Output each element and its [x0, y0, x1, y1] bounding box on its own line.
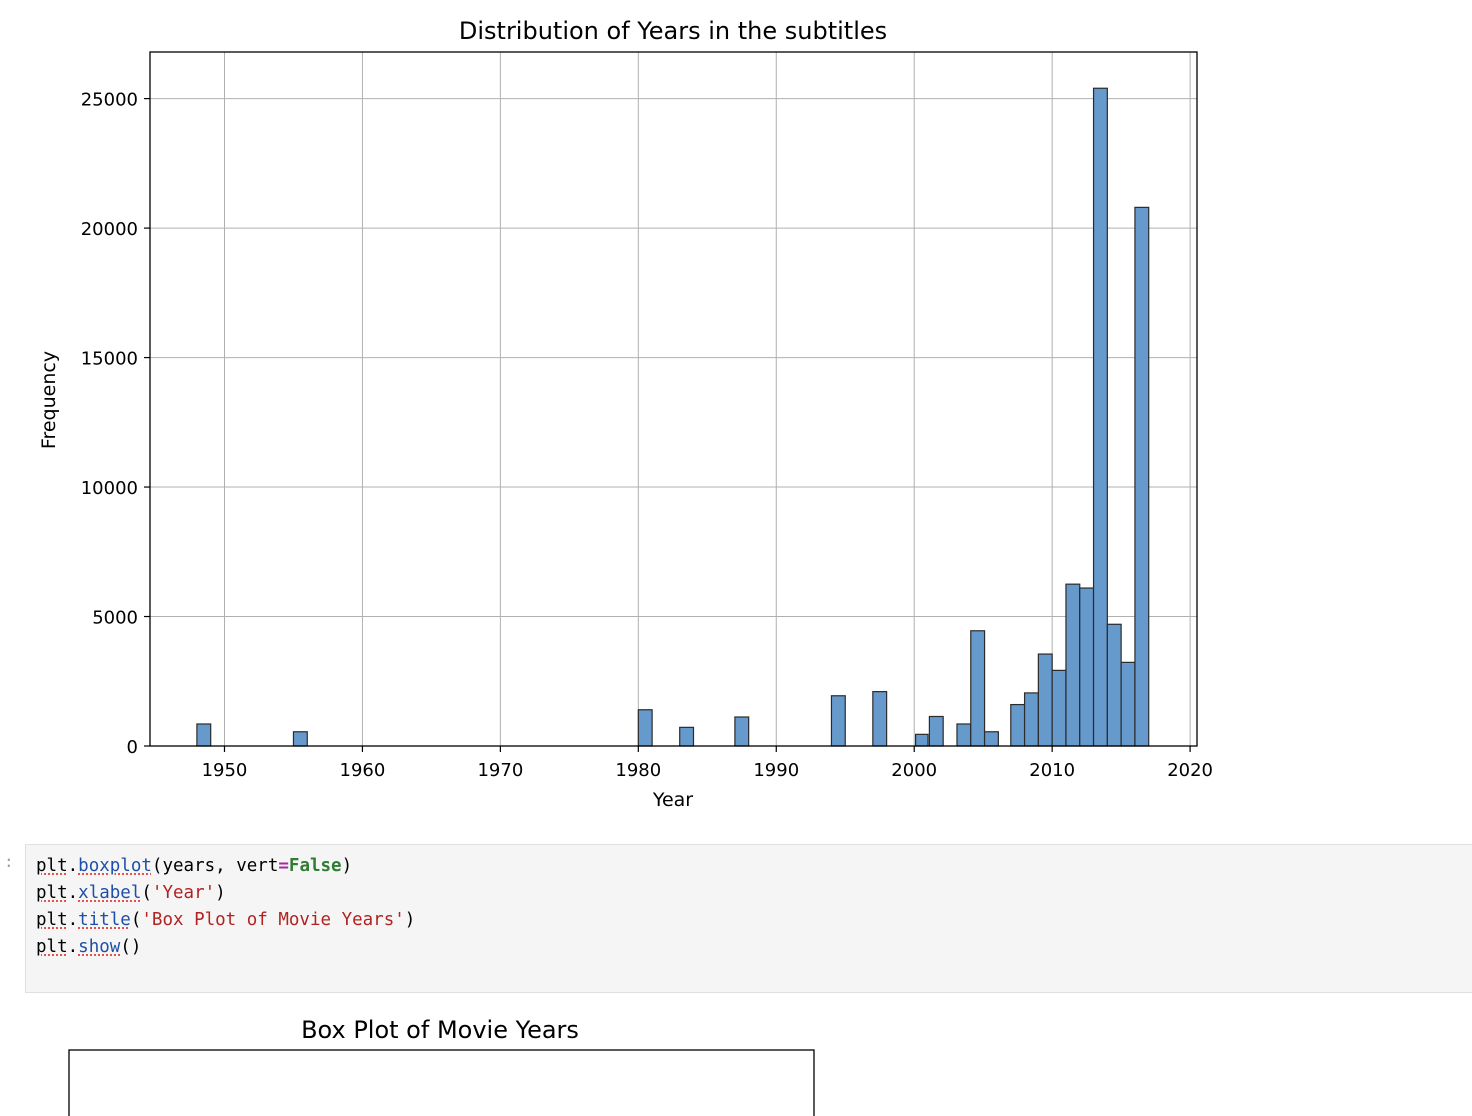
code-token: title	[78, 910, 131, 930]
histogram-chart: 1950 1960 1970 1980 1990 2000 2010 2020 0 5000 10…	[38, 17, 1213, 811]
histogram-bar	[1010, 703, 1026, 747]
code-token: xlabel	[78, 883, 142, 903]
code-token: False	[288, 856, 342, 876]
histogram-bar	[983, 731, 999, 747]
histogram-title: Distribution of Years in the subtitles	[459, 17, 887, 45]
code-token: boxplot	[78, 856, 152, 876]
x-tick-label: 1990	[753, 760, 799, 781]
histogram-bar	[1120, 661, 1136, 747]
code-token: .	[67, 937, 79, 957]
histogram-bar	[1051, 669, 1067, 747]
histogram-bar	[679, 726, 695, 747]
x-tick-label: 2000	[891, 760, 937, 781]
boxplot-chart: Box Plot of Movie Years	[68, 1016, 815, 1116]
histogram-bar	[1092, 87, 1108, 747]
code-token: (	[130, 910, 142, 930]
code-token: show	[78, 937, 121, 957]
histogram-bar	[914, 733, 929, 747]
code-line: plt.xlabel('Year')	[36, 880, 415, 907]
histogram-bar	[1106, 623, 1122, 747]
code-line: plt.boxplot(years, vert=False)	[36, 853, 415, 880]
code-token: .	[67, 856, 79, 876]
code-token: 'Year'	[151, 883, 216, 903]
histogram-bar	[1065, 583, 1081, 747]
code-token: .	[67, 910, 79, 930]
histogram-bar	[292, 731, 308, 747]
code-token: plt	[36, 856, 68, 876]
code-token: plt	[36, 937, 68, 957]
code-line: plt.title('Box Plot of Movie Years')	[36, 907, 415, 934]
x-tick-label: 2010	[1029, 760, 1075, 781]
code-token: =	[278, 856, 289, 876]
code-token: .	[67, 883, 79, 903]
code-token: 'Box Plot of Movie Years'	[141, 910, 405, 930]
histogram-bar	[1037, 653, 1053, 747]
code-token: plt	[36, 883, 68, 903]
x-tick-label: 1960	[340, 760, 386, 781]
code-token: plt	[36, 910, 68, 930]
histogram-x-ticks: 1950 1960 1970 1980 1990 2000 2010 2020	[202, 746, 1213, 781]
histogram-bar	[637, 709, 653, 747]
histogram-y-ticks: 0 5000 10000 15000 20000 25000	[81, 90, 150, 758]
histogram-x-label: Year	[652, 789, 693, 811]
y-tick-label: 0	[127, 737, 138, 758]
histogram-grid	[150, 52, 1197, 747]
code-editor[interactable]: plt.boxplot(years, vert=False) plt.xlabel…	[36, 853, 415, 961]
histogram-bars	[196, 87, 1150, 747]
y-tick-label: 25000	[81, 90, 138, 111]
x-tick-label: 2020	[1167, 760, 1213, 781]
cell-prompt: :	[4, 852, 14, 871]
code-token: ()	[120, 937, 142, 957]
histogram-bar	[734, 716, 750, 747]
histogram-bar	[830, 695, 846, 747]
boxplot-axes-frame	[68, 1049, 815, 1116]
code-token: (	[141, 883, 152, 903]
histogram-bar	[970, 630, 986, 747]
code-token: )	[341, 856, 353, 876]
y-tick-label: 10000	[81, 478, 138, 499]
x-tick-label: 1980	[615, 760, 661, 781]
histogram-bar	[1023, 692, 1039, 747]
y-tick-label: 15000	[81, 349, 138, 370]
x-tick-label: 1950	[202, 760, 248, 781]
x-tick-label: 1970	[477, 760, 523, 781]
histogram-bar	[928, 715, 944, 747]
code-token: )	[215, 883, 226, 903]
code-token: (years, vert	[151, 856, 279, 876]
histogram-bar	[1079, 587, 1095, 747]
histogram-axes-frame	[149, 51, 1198, 747]
histogram-bar	[872, 691, 888, 747]
histogram-bar	[196, 723, 212, 747]
code-line: plt.show()	[36, 934, 415, 961]
code-token: )	[404, 910, 416, 930]
histogram-y-label: Frequency	[38, 351, 60, 449]
boxplot-title: Box Plot of Movie Years	[301, 1016, 579, 1044]
y-tick-label: 20000	[81, 219, 138, 240]
y-tick-label: 5000	[92, 608, 138, 629]
code-cell[interactable]: plt.boxplot(years, vert=False) plt.xlabel…	[25, 844, 1472, 993]
histogram-bar	[1134, 206, 1150, 747]
histogram-bar	[956, 723, 972, 747]
